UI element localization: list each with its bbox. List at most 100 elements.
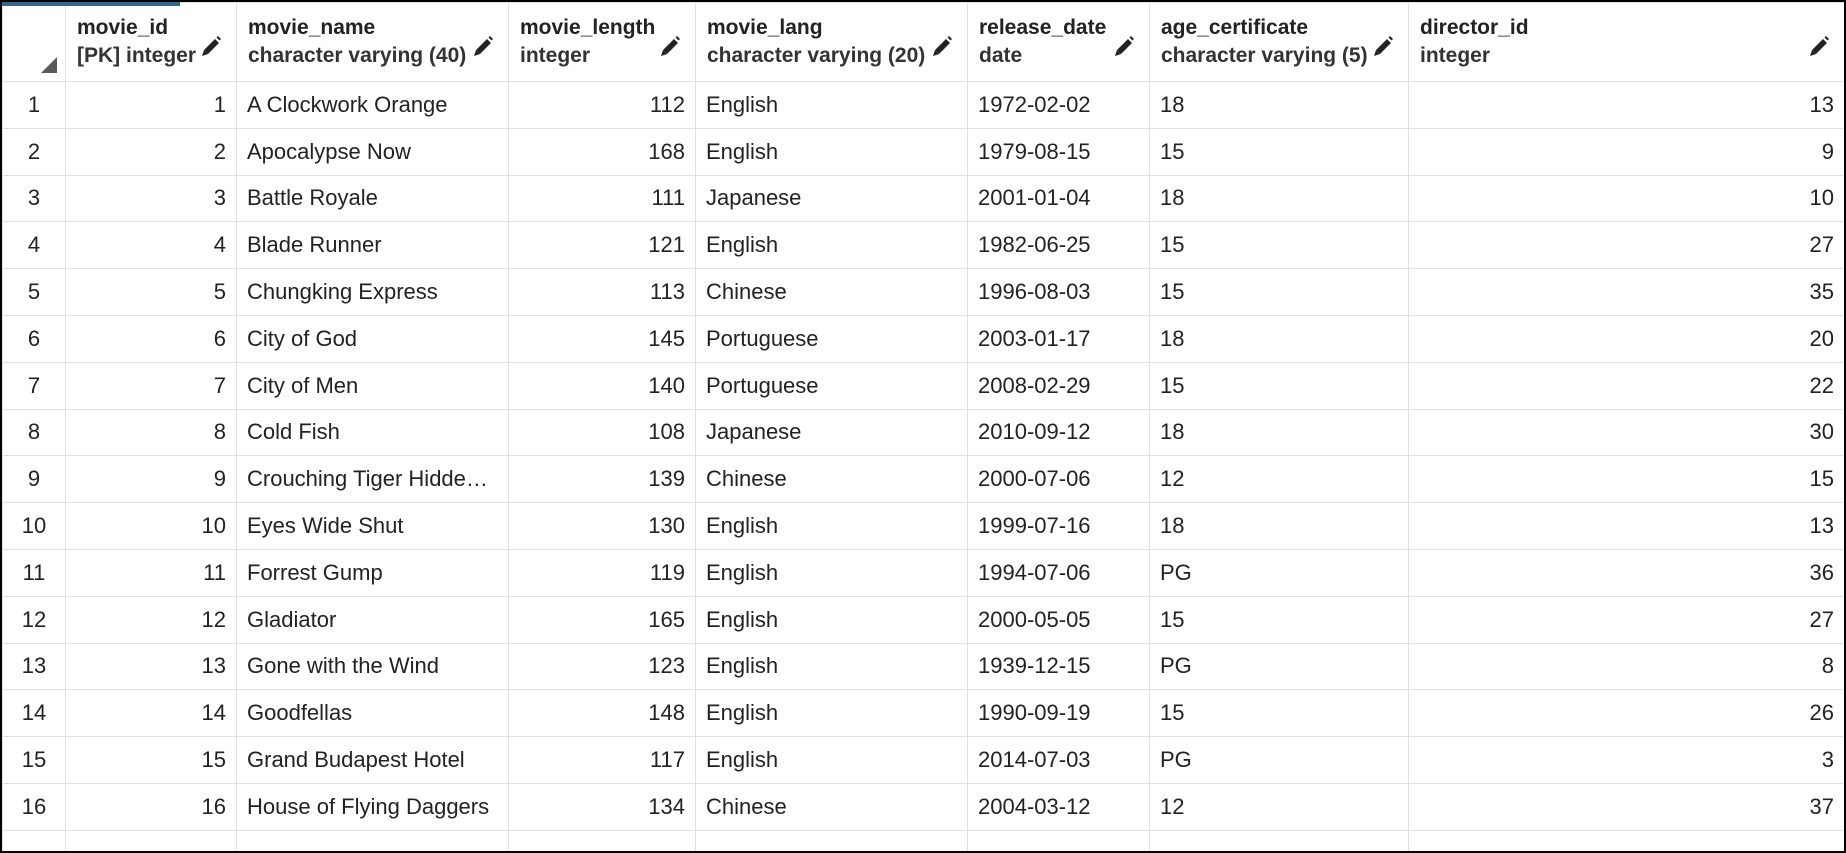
cell-director-id[interactable]: 22 <box>1408 361 1844 410</box>
row-number[interactable]: 6 <box>2 314 66 363</box>
cell-age-certificate[interactable]: 18 <box>1149 502 1409 550</box>
pencil-icon[interactable] <box>1111 33 1137 59</box>
cell-movie-id[interactable]: 3 <box>65 174 237 223</box>
cell-age-certificate[interactable]: 18 <box>1149 81 1409 129</box>
cell-movie-length[interactable]: 121 <box>508 221 696 270</box>
cell-movie-length[interactable]: 130 <box>508 502 696 550</box>
cell-partial[interactable] <box>967 829 1150 851</box>
cell-movie-length[interactable]: 119 <box>508 548 696 597</box>
cell-age-certificate[interactable]: 12 <box>1149 455 1409 504</box>
row-number[interactable]: 15 <box>2 736 66 784</box>
cell-movie-length[interactable]: 140 <box>508 361 696 410</box>
cell-partial[interactable] <box>2 829 66 851</box>
cell-movie-length[interactable]: 168 <box>508 127 696 176</box>
cell-movie-length[interactable]: 139 <box>508 455 696 504</box>
cell-movie-name[interactable]: A Clockwork Orange <box>236 81 509 129</box>
cell-movie-name[interactable]: Goodfellas <box>236 689 509 738</box>
cell-movie-name[interactable]: Apocalypse Now <box>236 127 509 176</box>
table-row[interactable]: 16 16 House of Flying Daggers 134 Chinese 200… <box>2 782 1844 831</box>
cell-movie-length[interactable]: 111 <box>508 174 696 223</box>
cell-movie-id[interactable]: 8 <box>65 408 237 457</box>
cell-age-certificate[interactable]: 18 <box>1149 174 1409 223</box>
table-row[interactable]: 7 7 City of Men 140 Portuguese 2008-02-29 15 22 <box>2 361 1844 410</box>
table-row[interactable]: 15 15 Grand Budapest Hotel 117 English 2014-0… <box>2 736 1844 784</box>
table-row[interactable]: 4 4 Blade Runner 121 English 1982-06-25 15 27 <box>2 221 1844 270</box>
cell-age-certificate[interactable]: 18 <box>1149 408 1409 457</box>
cell-movie-lang[interactable]: Portuguese <box>695 314 968 363</box>
cell-movie-length[interactable]: 117 <box>508 736 696 784</box>
row-number[interactable]: 1 <box>2 81 66 129</box>
row-number[interactable]: 16 <box>2 782 66 831</box>
cell-release-date[interactable]: 1996-08-03 <box>967 268 1150 316</box>
cell-movie-name[interactable]: Cold Fish <box>236 408 509 457</box>
cell-director-id[interactable]: 27 <box>1408 595 1844 644</box>
cell-movie-lang[interactable]: English <box>695 595 968 644</box>
cell-director-id[interactable]: 13 <box>1408 502 1844 550</box>
cell-release-date[interactable]: 2014-07-03 <box>967 736 1150 784</box>
cell-movie-lang[interactable]: Japanese <box>695 174 968 223</box>
row-number[interactable]: 9 <box>2 455 66 504</box>
column-header-movie-lang[interactable]: movie_lang character varying (20) <box>695 2 968 82</box>
cell-movie-id[interactable]: 9 <box>65 455 237 504</box>
cell-age-certificate[interactable]: 12 <box>1149 782 1409 831</box>
cell-director-id[interactable]: 30 <box>1408 408 1844 457</box>
cell-partial[interactable] <box>1149 829 1409 851</box>
cell-age-certificate[interactable]: 15 <box>1149 127 1409 176</box>
row-number[interactable]: 10 <box>2 502 66 550</box>
table-row[interactable]: 11 11 Forrest Gump 119 English 1994-07-06 PG 36 <box>2 548 1844 597</box>
cell-partial[interactable] <box>236 829 509 851</box>
cell-movie-lang[interactable]: English <box>695 689 968 738</box>
cell-director-id[interactable]: 15 <box>1408 455 1844 504</box>
cell-release-date[interactable]: 1990-09-19 <box>967 689 1150 738</box>
cell-movie-length[interactable]: 165 <box>508 595 696 644</box>
cell-director-id[interactable]: 8 <box>1408 642 1844 691</box>
cell-movie-lang[interactable]: English <box>695 736 968 784</box>
cell-release-date[interactable]: 1999-07-16 <box>967 502 1150 550</box>
pencil-icon[interactable] <box>1806 33 1832 59</box>
cell-movie-name[interactable]: Crouching Tiger Hidden Dra... <box>236 455 509 504</box>
pencil-icon[interactable] <box>198 33 224 59</box>
cell-movie-id[interactable]: 6 <box>65 314 237 363</box>
cell-movie-lang[interactable]: Chinese <box>695 455 968 504</box>
row-number[interactable]: 14 <box>2 689 66 738</box>
cell-movie-id[interactable]: 13 <box>65 642 237 691</box>
cell-movie-lang[interactable]: English <box>695 81 968 129</box>
cell-director-id[interactable]: 36 <box>1408 548 1844 597</box>
cell-age-certificate[interactable]: 15 <box>1149 268 1409 316</box>
cell-partial[interactable] <box>695 829 968 851</box>
cell-release-date[interactable]: 1979-08-15 <box>967 127 1150 176</box>
cell-release-date[interactable]: 2008-02-29 <box>967 361 1150 410</box>
column-header-movie-id[interactable]: movie_id [PK] integer <box>65 2 237 82</box>
cell-director-id[interactable]: 9 <box>1408 127 1844 176</box>
table-row[interactable]: 2 2 Apocalypse Now 168 English 1979-08-15 15 9 <box>2 127 1844 176</box>
table-row[interactable]: 6 6 City of God 145 Portuguese 2003-01-17 18 20 <box>2 314 1844 363</box>
cell-age-certificate[interactable]: 15 <box>1149 361 1409 410</box>
cell-movie-lang[interactable]: Chinese <box>695 268 968 316</box>
cell-age-certificate[interactable]: PG <box>1149 642 1409 691</box>
pencil-icon[interactable] <box>657 33 683 59</box>
cell-release-date[interactable]: 2010-09-12 <box>967 408 1150 457</box>
cell-movie-length[interactable]: 113 <box>508 268 696 316</box>
cell-movie-id[interactable]: 16 <box>65 782 237 831</box>
cell-movie-length[interactable]: 145 <box>508 314 696 363</box>
cell-age-certificate[interactable]: PG <box>1149 548 1409 597</box>
row-number[interactable]: 8 <box>2 408 66 457</box>
cell-movie-lang[interactable]: English <box>695 642 968 691</box>
cell-movie-length[interactable]: 108 <box>508 408 696 457</box>
cell-movie-length[interactable]: 134 <box>508 782 696 831</box>
pencil-icon[interactable] <box>929 33 955 59</box>
cell-age-certificate[interactable]: 15 <box>1149 689 1409 738</box>
cell-release-date[interactable]: 2001-01-04 <box>967 174 1150 223</box>
table-row[interactable]: 10 10 Eyes Wide Shut 130 English 1999-07-16 18… <box>2 502 1844 550</box>
cell-release-date[interactable]: 2004-03-12 <box>967 782 1150 831</box>
cell-director-id[interactable]: 3 <box>1408 736 1844 784</box>
cell-movie-id[interactable]: 1 <box>65 81 237 129</box>
table-row[interactable]: 8 8 Cold Fish 108 Japanese 2010-09-12 18 30 <box>2 408 1844 457</box>
cell-movie-id[interactable]: 5 <box>65 268 237 316</box>
cell-age-certificate[interactable]: 18 <box>1149 314 1409 363</box>
column-header-age-certificate[interactable]: age_certificate character varying (5) <box>1149 2 1409 82</box>
cell-director-id[interactable]: 20 <box>1408 314 1844 363</box>
row-number[interactable]: 4 <box>2 221 66 270</box>
